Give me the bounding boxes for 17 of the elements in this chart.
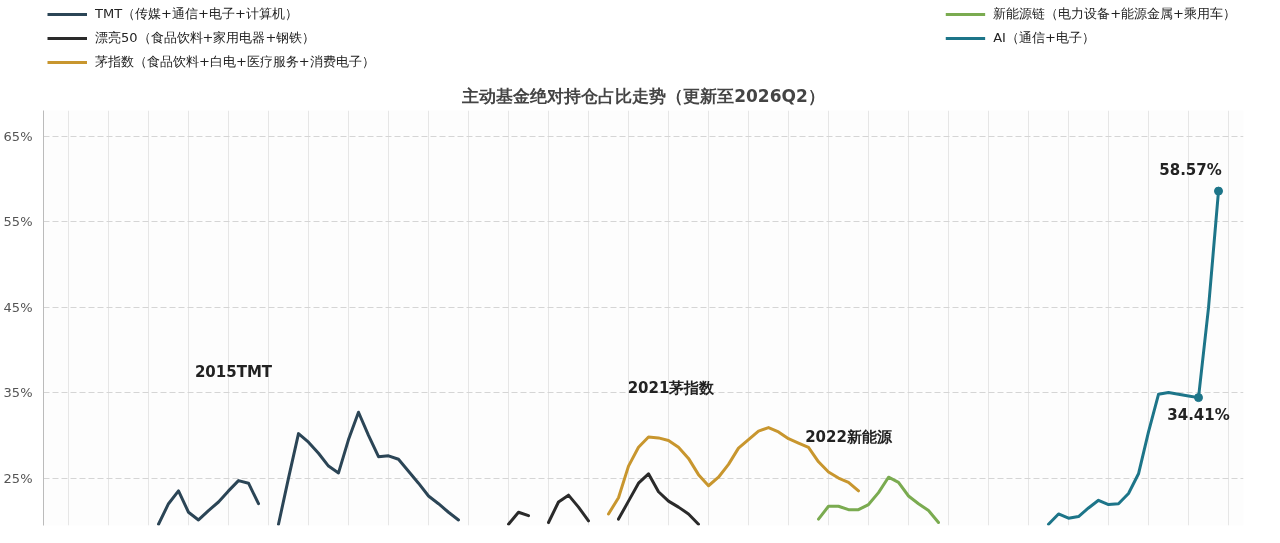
annotation: 2015TMT xyxy=(194,363,273,382)
legend-label: 茅指数（食品饮料+白电+医疗服务+消费电子） xyxy=(95,53,375,71)
y-tick-label: 45% xyxy=(3,299,33,315)
y-tick-label: 35% xyxy=(3,385,33,401)
y-tick-label: 55% xyxy=(3,214,33,230)
y-tick-label: 25% xyxy=(3,470,33,486)
chart-title: 主动基金绝对持仓占比走势（更新至2026Q2） xyxy=(461,85,825,106)
annotation: 2021茅指数 xyxy=(627,378,716,397)
legend-label: AI（通信+电子） xyxy=(993,29,1095,47)
legend-label: 新能源链（电力设备+能源金属+乘用车） xyxy=(993,5,1236,23)
annotation: 2022新能源 xyxy=(805,428,893,447)
data-label: 58.57% xyxy=(1159,161,1222,180)
data-label: 34.41% xyxy=(1167,405,1230,424)
y-tick-label: 65% xyxy=(3,128,33,144)
legend-label: TMT（传媒+通信+电子+计算机） xyxy=(95,5,298,23)
legend-label: 漂亮50（食品饮料+家用电器+钢铁） xyxy=(95,29,316,47)
line-series xyxy=(817,475,940,525)
